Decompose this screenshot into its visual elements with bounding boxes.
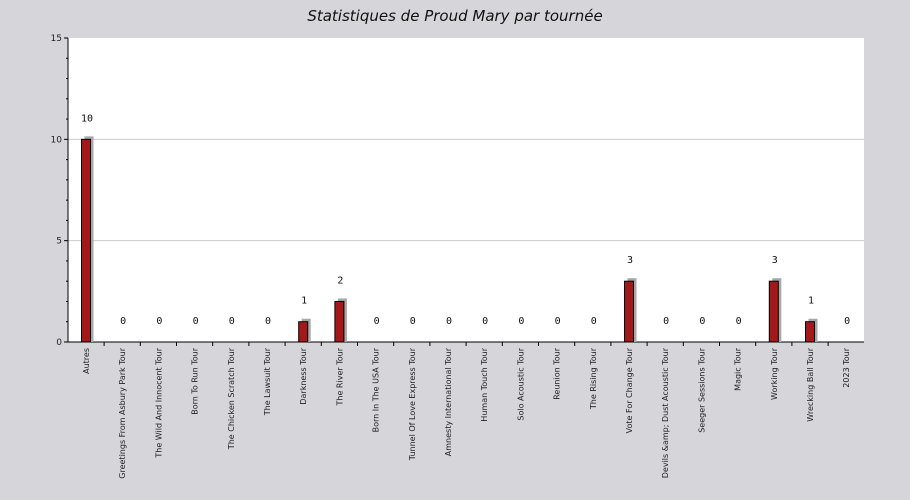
data-label: 0 xyxy=(518,316,524,327)
x-tick-label: Darkness Tour xyxy=(299,347,308,404)
data-label: 0 xyxy=(193,316,199,327)
y-tick-label: 5 xyxy=(56,237,62,247)
x-tick-label: Reunion Tour xyxy=(553,347,562,399)
y-tick-label: 10 xyxy=(51,135,63,145)
data-label: 0 xyxy=(229,316,235,327)
x-tick-label: Devils &amp; Dust Acoustic Tour xyxy=(661,347,670,478)
data-label: 2 xyxy=(337,275,343,286)
bar xyxy=(81,138,91,343)
data-label: 10 xyxy=(81,113,93,124)
bar xyxy=(624,280,634,343)
y-axis-ticks: 0 5 10 15 xyxy=(51,34,68,348)
plot-area xyxy=(68,38,864,342)
x-tick-label: Solo Acoustic Tour xyxy=(516,347,525,420)
chart-title: Statistiques de Proud Mary par tournée xyxy=(307,7,602,25)
data-label: 0 xyxy=(482,316,488,327)
x-tick-label: Magic Tour xyxy=(734,347,743,391)
data-label: 3 xyxy=(627,255,633,266)
data-label: 0 xyxy=(446,316,452,327)
bars xyxy=(81,136,818,343)
data-label: 0 xyxy=(120,316,126,327)
data-label: 0 xyxy=(736,316,742,327)
data-label: 3 xyxy=(772,255,778,266)
x-tick-label: Born To Run Tour xyxy=(191,347,200,414)
grid-lines xyxy=(68,138,864,242)
data-label: 0 xyxy=(265,316,271,327)
x-tick-label: Greetings From Asbury Park Tour xyxy=(118,347,127,478)
bar xyxy=(298,321,309,343)
data-label: 0 xyxy=(410,316,416,327)
x-tick-label: Wrecking Ball Tour xyxy=(806,347,815,421)
x-tick-label: Vote For Change Tour xyxy=(625,347,634,433)
x-axis-ticks: Autres Greetings From Asbury Park Tour The… xyxy=(82,342,851,479)
x-tick-label: Human Touch Tour xyxy=(480,347,489,421)
bar xyxy=(805,321,815,343)
x-tick-label: The Wild And Innocent Tour xyxy=(154,347,163,458)
x-tick-label: Working Tour xyxy=(770,347,779,400)
x-tick-label: Tunnel Of Love Express Tour xyxy=(408,347,417,461)
y-tick-label: 15 xyxy=(51,34,62,44)
data-label: 1 xyxy=(808,296,814,307)
data-label: 1 xyxy=(301,296,307,307)
data-label: 0 xyxy=(844,316,850,327)
data-label: 0 xyxy=(591,316,597,327)
x-tick-label: The River Tour xyxy=(335,347,344,406)
y-tick-label: 0 xyxy=(56,338,62,348)
x-tick-label: Autres xyxy=(82,348,91,374)
x-tick-label: Amnesty International Tour xyxy=(444,347,453,456)
data-label: 0 xyxy=(156,316,162,327)
bar xyxy=(768,280,779,343)
data-label: 0 xyxy=(374,316,380,327)
data-label: 0 xyxy=(663,316,669,327)
data-label: 0 xyxy=(555,316,561,327)
x-tick-label: The Rising Tour xyxy=(589,347,598,410)
x-tick-label: The Chicken Scratch Tour xyxy=(227,347,236,450)
x-tick-label: Born In The USA Tour xyxy=(372,347,381,432)
x-tick-label: Seeger Sessions Tour xyxy=(697,347,706,432)
x-tick-label: The Lawsuit Tour xyxy=(263,347,272,416)
x-tick-label: 2023 Tour xyxy=(842,347,851,387)
data-label: 0 xyxy=(699,316,705,327)
bar xyxy=(334,300,345,343)
